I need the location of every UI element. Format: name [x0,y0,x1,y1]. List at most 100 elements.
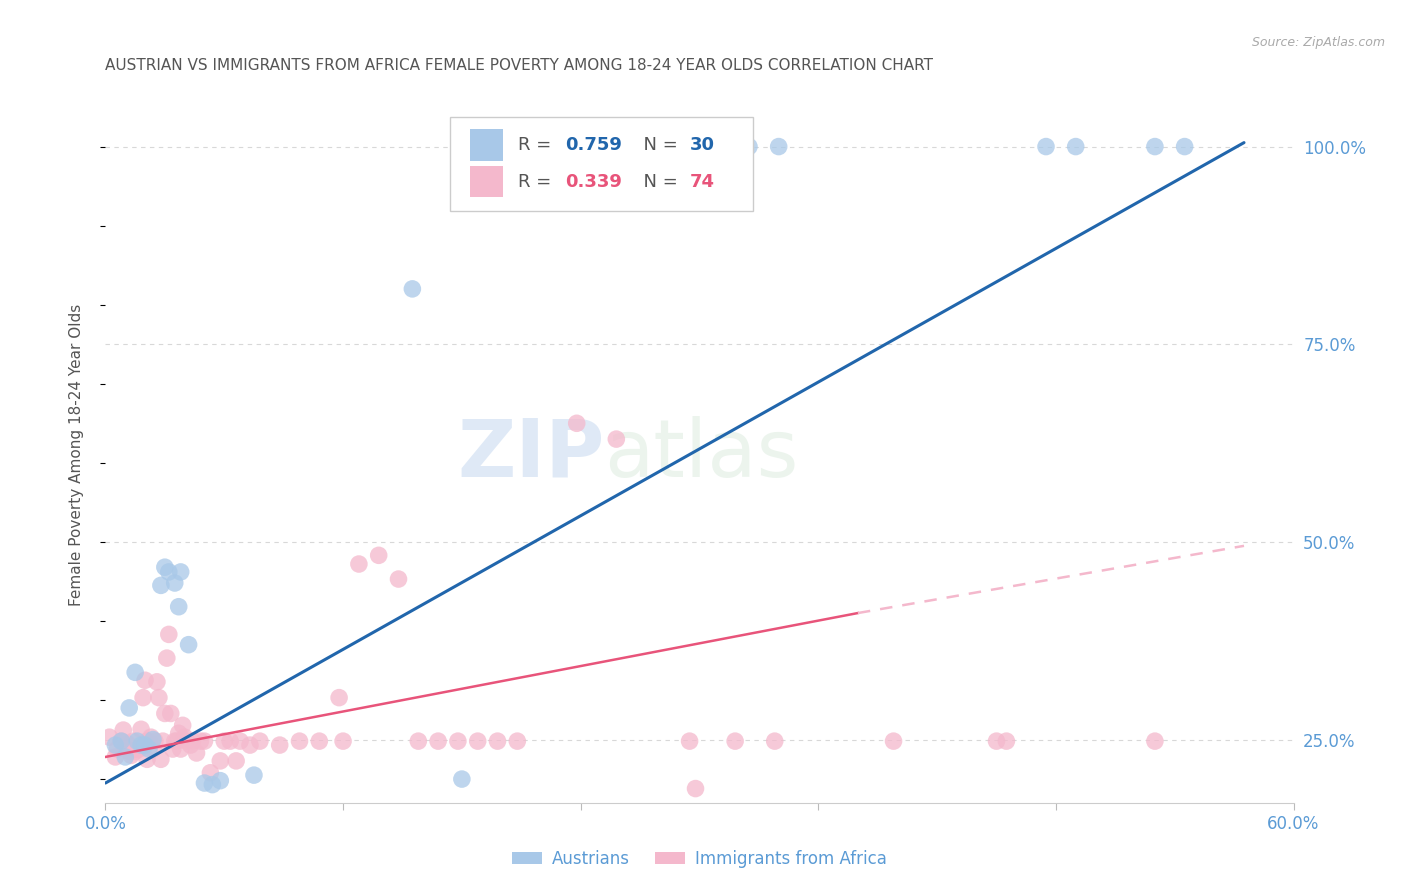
Point [408,734,430,748]
Point [243,768,266,782]
Point [129,723,152,737]
Point [159,706,181,721]
Point [209,754,232,768]
Text: N =: N = [631,173,683,191]
Point [112,723,135,737]
Point [122,734,145,748]
Point [367,549,389,563]
Point [269,738,291,752]
Point [149,752,172,766]
Point [177,638,200,652]
Point [925,851,948,865]
Point [166,734,188,748]
Point [124,744,146,758]
Text: Source: ZipAtlas.com: Source: ZipAtlas.com [1251,36,1385,49]
FancyBboxPatch shape [470,166,503,197]
Point [143,734,166,748]
Point [104,738,127,752]
Text: R =: R = [517,173,557,191]
FancyBboxPatch shape [450,118,754,211]
Point [239,738,262,752]
Point [146,674,169,689]
Point [249,734,271,748]
Point [153,706,176,721]
Point [605,432,627,446]
Point [124,665,146,680]
Point [427,734,450,748]
Point [565,417,588,431]
Point [768,139,790,153]
Text: AUSTRIAN VS IMMIGRANTS FROM AFRICA FEMALE POVERTY AMONG 18-24 YEAR OLDS CORRELAT: AUSTRIAN VS IMMIGRANTS FROM AFRICA FEMAL… [105,58,934,73]
Point [162,742,184,756]
Point [127,734,149,748]
Text: ZIP: ZIP [457,416,605,494]
Point [98,730,121,744]
Point [134,673,156,688]
Point [163,734,186,748]
Point [173,730,195,744]
Point [153,560,176,574]
Point [115,737,138,751]
Point [170,742,193,756]
Point [157,627,180,641]
Point [883,734,905,748]
Point [347,557,370,571]
Point [328,690,350,705]
Point [467,734,489,748]
Point [127,742,149,756]
Point [118,744,141,758]
Text: atlas: atlas [605,416,799,494]
Point [193,776,215,790]
Point [149,578,172,592]
Point [225,754,247,768]
Point [172,718,194,732]
Point [486,734,509,748]
Point [193,734,215,748]
Point [1064,139,1087,153]
Point [152,734,174,748]
Point [288,734,311,748]
Point [129,738,152,752]
Point [114,750,136,764]
Point [763,734,786,748]
Point [332,734,354,748]
Point [136,734,159,748]
Point [308,734,330,748]
Point [219,734,242,748]
Point [401,282,423,296]
Point [132,690,155,705]
Point [105,742,128,756]
Point [387,572,409,586]
Point [986,734,1008,748]
Point [163,576,186,591]
Point [139,730,162,744]
Legend: Austrians, Immigrants from Africa: Austrians, Immigrants from Africa [505,843,894,874]
Point [110,734,132,748]
Y-axis label: Female Poverty Among 18-24 Year Olds: Female Poverty Among 18-24 Year Olds [69,304,84,606]
Point [181,734,204,748]
Point [229,734,252,748]
Point [142,742,165,756]
Point [200,765,222,780]
Point [142,732,165,747]
Text: R =: R = [517,136,557,154]
Text: 0.339: 0.339 [565,173,621,191]
Point [190,734,212,748]
Point [186,746,208,760]
Point [148,690,170,705]
Point [214,734,236,748]
Point [180,738,202,752]
Point [167,726,190,740]
Point [678,734,700,748]
FancyBboxPatch shape [470,129,503,161]
Point [724,734,747,748]
Text: 30: 30 [690,136,716,154]
Point [506,734,529,748]
Point [167,599,190,614]
Point [685,781,707,796]
Point [136,752,159,766]
Point [1143,734,1166,748]
Point [110,734,132,748]
Point [738,139,761,153]
Point [176,734,198,748]
